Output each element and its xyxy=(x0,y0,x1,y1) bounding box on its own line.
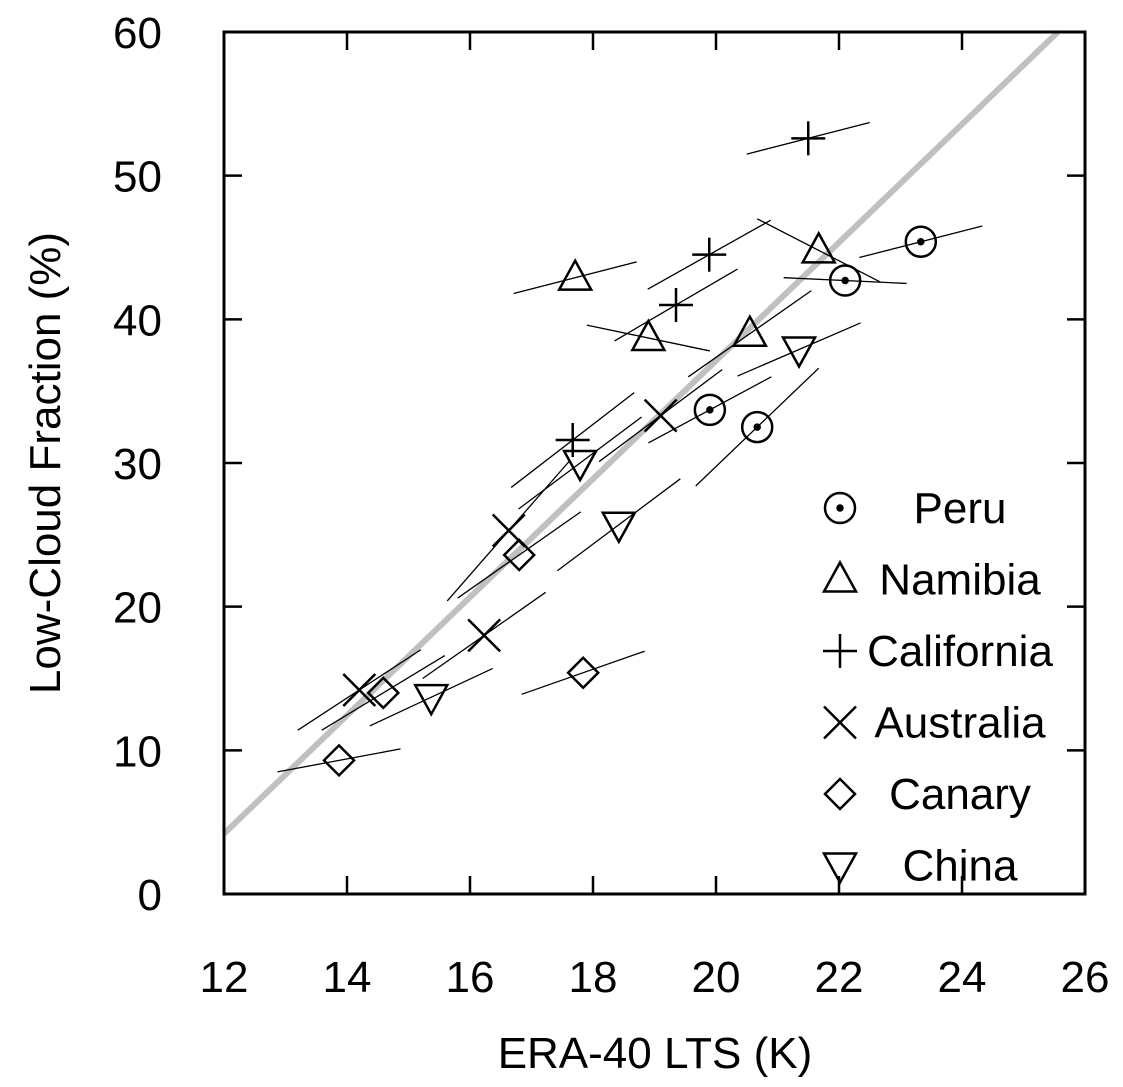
legend-label: Namibia xyxy=(879,556,1041,605)
point-part xyxy=(366,676,401,710)
point-part xyxy=(557,258,594,291)
point xyxy=(740,410,774,444)
point-part xyxy=(693,393,727,427)
x-tick-label: 18 xyxy=(569,953,618,1002)
point-part xyxy=(740,410,774,444)
plot-frame xyxy=(222,30,1087,896)
point xyxy=(557,258,594,291)
y-axis-title: Low-Cloud Fraction (%) xyxy=(21,232,70,694)
point xyxy=(502,538,536,572)
point xyxy=(904,225,938,259)
point-part xyxy=(841,276,849,285)
point xyxy=(413,683,450,717)
y-tick-label: 20 xyxy=(113,584,162,633)
legend-marker xyxy=(821,559,859,593)
x-tick-label: 26 xyxy=(1061,953,1110,1002)
point xyxy=(692,237,727,272)
y-tick-label: 60 xyxy=(113,9,162,58)
legend-label: Australia xyxy=(874,699,1046,748)
point-part xyxy=(731,314,768,347)
point-part xyxy=(904,225,938,259)
y-tick-label: 50 xyxy=(113,153,162,202)
sensitivity-line xyxy=(687,290,812,378)
legend-marker xyxy=(823,705,857,740)
point xyxy=(780,336,818,370)
point xyxy=(643,398,678,433)
sensitivity-line xyxy=(369,667,494,727)
point-part xyxy=(413,683,450,717)
sensitivity-line xyxy=(556,478,681,572)
point-part xyxy=(467,618,502,653)
legend-marker xyxy=(823,491,857,525)
point-part xyxy=(491,513,526,548)
point xyxy=(467,618,502,653)
x-tick-label: 12 xyxy=(200,953,249,1002)
point xyxy=(566,655,600,690)
sensitivity-line xyxy=(586,324,710,352)
sensitivity-line xyxy=(277,748,401,773)
x-tick-label: 22 xyxy=(815,953,864,1002)
point-part xyxy=(561,449,599,483)
point-part xyxy=(322,743,356,778)
legend-label: Canary xyxy=(889,770,1031,819)
y-tick-label: 0 xyxy=(138,871,162,920)
point-part xyxy=(600,511,637,545)
point-part xyxy=(502,538,536,572)
sensitivity-line xyxy=(457,511,582,599)
point xyxy=(630,318,667,352)
point xyxy=(828,264,862,297)
x-axis-title: ERA-40 LTS (K) xyxy=(498,1029,813,1078)
point-part xyxy=(630,318,667,352)
point-part xyxy=(706,406,714,414)
x-tick-label: 16 xyxy=(446,953,495,1002)
y-tick-label: 40 xyxy=(113,296,162,345)
point xyxy=(366,676,401,710)
y-tick-label: 30 xyxy=(113,440,162,489)
point xyxy=(659,287,694,322)
reference-line xyxy=(221,29,1061,836)
legend-marker xyxy=(821,852,859,886)
point xyxy=(322,743,356,778)
legend-marker-part xyxy=(821,852,859,886)
legend-marker-part xyxy=(823,705,857,740)
legend-marker-part xyxy=(836,504,844,512)
point xyxy=(561,449,599,483)
point-part xyxy=(780,336,818,370)
point xyxy=(791,121,826,156)
sensitivity-line xyxy=(518,416,642,510)
legend-label: California xyxy=(867,627,1053,676)
point xyxy=(731,314,768,347)
x-tick-label: 20 xyxy=(692,953,741,1002)
sensitivity-line xyxy=(521,650,645,695)
x-tick-label: 24 xyxy=(938,953,987,1002)
point-part xyxy=(800,230,837,264)
point xyxy=(600,511,637,545)
sensitivity-line xyxy=(321,654,446,731)
point-part xyxy=(342,673,377,707)
sensitivity-line xyxy=(737,322,861,377)
point-part xyxy=(643,398,678,433)
point xyxy=(693,393,727,427)
legend-marker xyxy=(823,777,857,811)
point xyxy=(800,230,837,264)
point xyxy=(342,673,377,707)
legend-label: Peru xyxy=(914,484,1007,533)
x-tick-label: 14 xyxy=(323,953,372,1002)
point-part xyxy=(828,264,862,297)
legend-marker-part xyxy=(821,559,859,593)
sensitivity-line xyxy=(756,218,881,283)
point-part xyxy=(753,423,761,431)
sensitivity-line xyxy=(513,261,637,295)
legend-label: China xyxy=(903,842,1018,891)
point-part xyxy=(917,238,925,246)
legend-marker xyxy=(823,634,857,668)
y-tick-label: 10 xyxy=(113,727,162,776)
legend-marker-part xyxy=(823,491,857,525)
legend-marker-part xyxy=(823,777,857,811)
point-part xyxy=(566,655,600,690)
